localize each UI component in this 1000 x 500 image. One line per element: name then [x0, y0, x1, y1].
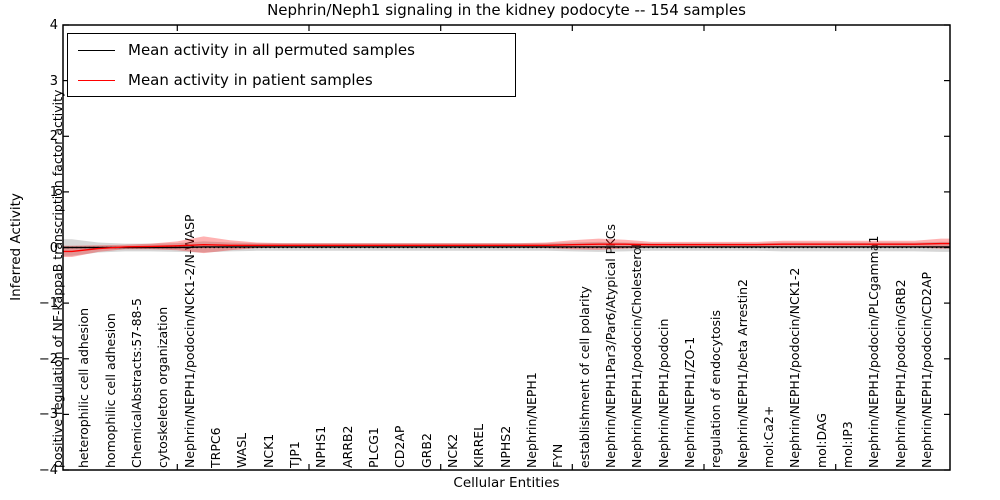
- y-tick-label: 1: [49, 184, 58, 200]
- x-tick-label: ChemicalAbstracts:57-88-5: [129, 298, 144, 468]
- y-tick-label: −3: [38, 407, 58, 423]
- x-tick-label: CD2AP: [392, 425, 408, 468]
- x-tick-label: Nephrin/NEPH1/podocin/NCK1-2: [787, 267, 803, 468]
- x-tick-label: NCK2: [445, 433, 460, 468]
- y-tick-label: 2: [49, 129, 58, 145]
- chart-title: Nephrin/Neph1 signaling in the kidney po…: [267, 1, 746, 19]
- legend-label: Mean activity in patient samples: [128, 71, 373, 89]
- y-tick-label: −2: [38, 351, 58, 367]
- x-tick-label: heterophilic cell adhesion: [76, 307, 92, 468]
- x-tick-label: Nephrin/NEPH1Par3/Par6/Atypical PKCs: [603, 224, 618, 468]
- y-tick-label: −4: [38, 463, 58, 478]
- x-tick-label: cytoskeleton organization: [155, 306, 171, 468]
- x-tick-label: TRPC6: [208, 427, 223, 468]
- x-tick-label: Nephrin/NEPH1/beta Arrestin2: [734, 279, 750, 468]
- x-tick-label: Nephrin/NEPH1/podocin/GRB2: [892, 279, 908, 468]
- x-tick-label: Nephrin/NEPH1/podocin/NCK1-2/N-WASP: [181, 214, 197, 468]
- legend-label: Mean activity in all permuted samples: [128, 41, 415, 59]
- x-tick-label: Nephrin/NEPH1/podocin/Cholesterol: [629, 243, 645, 468]
- x-tick-label: TJP1: [287, 441, 302, 468]
- x-tick-label: FYN: [550, 443, 566, 468]
- x-tick-label: WASL: [234, 432, 250, 468]
- x-tick-label: NCK1: [260, 433, 276, 468]
- x-tick-label: mol:DAG: [813, 413, 829, 468]
- permuted-line-swatch: [78, 49, 115, 51]
- x-tick-label: GRB2: [418, 433, 434, 468]
- x-tick-label: Nephrin/NEPH1/podocin/PLCgamma1: [866, 235, 882, 468]
- x-tick-label: PLCG1: [366, 427, 381, 468]
- x-tick-label: Nephrin/NEPH1/ZO-1: [682, 336, 697, 468]
- x-tick-label: mol:IP3: [840, 421, 855, 468]
- y-tick-label: 4: [49, 18, 58, 33]
- legend-entry-patient: Mean activity in patient samples: [68, 66, 515, 94]
- x-tick-label: regulation of endocytosis: [708, 310, 724, 468]
- x-tick-label: ARRB2: [339, 425, 355, 468]
- y-tick-label: 3: [49, 73, 58, 89]
- patient-line-swatch: [78, 79, 115, 81]
- y-tick-label: −1: [38, 296, 58, 312]
- legend: Mean activity in all permuted samples Me…: [67, 33, 516, 97]
- x-tick-label: Nephrin/NEPH1/podocin/CD2AP: [919, 271, 934, 468]
- y-tick-label: 0: [49, 240, 58, 256]
- x-tick-label: homophilic cell adhesion: [102, 313, 118, 468]
- legend-entry-permuted: Mean activity in all permuted samples: [68, 36, 515, 64]
- x-tick-label: NPHS1: [313, 425, 329, 468]
- x-tick-label: KIRREL: [471, 423, 487, 468]
- x-tick-label: Nephrin/NEPH1/podocin: [655, 318, 671, 468]
- x-tick-label: establishment of cell polarity: [576, 286, 592, 468]
- x-axis-label: Cellular Entities: [453, 475, 560, 491]
- x-tick-label: mol:Ca2+: [761, 405, 776, 468]
- x-tick-label: NPHS2: [497, 425, 513, 468]
- x-tick-label: Nephrin/NEPH1: [524, 372, 539, 468]
